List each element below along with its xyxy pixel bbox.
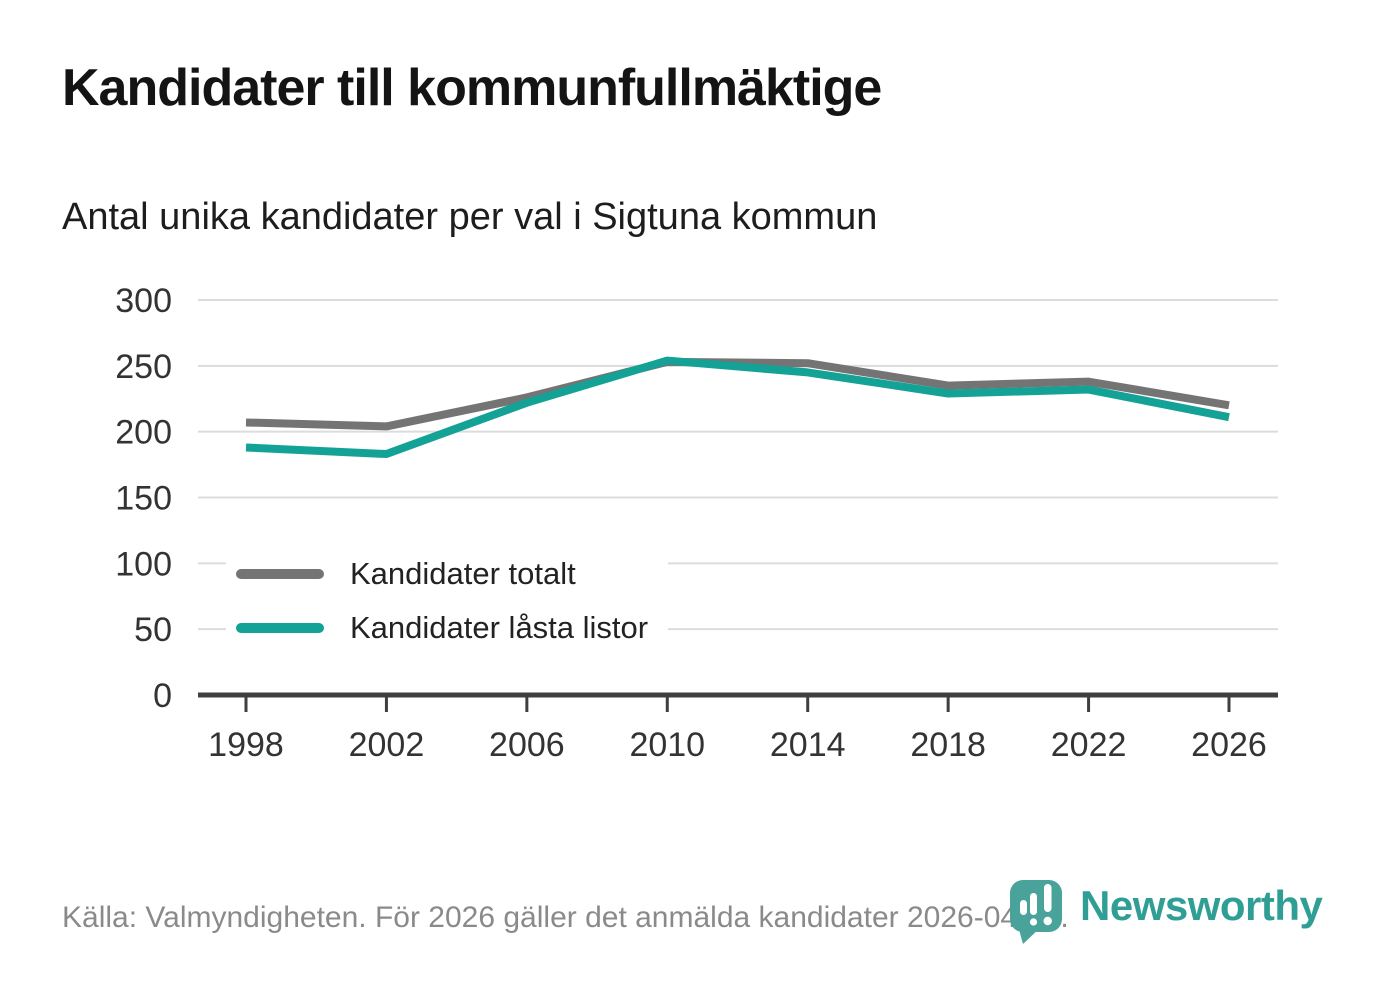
y-tick-label: 250 — [115, 348, 172, 386]
chart-subtitle: Antal unika kandidater per val i Sigtuna… — [62, 196, 878, 238]
y-tick-label: 150 — [115, 480, 172, 518]
chart-title: Kandidater till kommunfullmäktige — [62, 59, 882, 117]
x-tick-label: 2022 — [1051, 726, 1127, 764]
y-tick-label: 200 — [115, 414, 172, 452]
newsworthy-logo-icon — [1010, 880, 1062, 944]
legend-swatch-totalt — [236, 569, 324, 579]
x-tick-label: 2018 — [910, 726, 986, 764]
logo-bubble-tail — [1018, 926, 1042, 944]
y-tick-label: 0 — [153, 677, 172, 715]
x-tick-label: 1998 — [208, 726, 284, 764]
logo-exclamation-bar — [1044, 884, 1052, 912]
y-tick-label: 50 — [134, 611, 172, 649]
x-tick-label: 2002 — [349, 726, 425, 764]
series-line-lasta-listor — [245, 356, 1230, 459]
logo-bar-dot — [1029, 918, 1038, 926]
legend-swatch-lasta-listor — [236, 623, 324, 633]
x-tick-label: 2026 — [1191, 726, 1267, 764]
legend-label-totalt: Kandidater totalt — [350, 556, 576, 591]
logo-bar-small — [1020, 900, 1027, 915]
y-tick-label: 100 — [115, 545, 172, 583]
legend-label-lasta-listor: Kandidater låsta listor — [350, 610, 649, 645]
chart-legend: Kandidater totalt Kandidater låsta listo… — [226, 546, 669, 658]
logo-bar-medium — [1030, 893, 1037, 915]
legend-item-lasta-listor: Kandidater låsta listor — [236, 610, 648, 646]
legend-item-totalt: Kandidater totalt — [236, 556, 648, 592]
newsworthy-wordmark: Newsworthy — [1080, 882, 1323, 929]
y-tick-label: 300 — [115, 282, 172, 320]
x-tick-label: 2014 — [770, 726, 846, 764]
series-line-totalt — [245, 357, 1230, 431]
x-tick-label: 2010 — [629, 726, 705, 764]
logo-exclamation-dot — [1043, 916, 1052, 926]
x-tick-label: 2006 — [489, 726, 565, 764]
source-note: Källa: Valmyndigheten. För 2026 gäller d… — [62, 901, 1069, 934]
